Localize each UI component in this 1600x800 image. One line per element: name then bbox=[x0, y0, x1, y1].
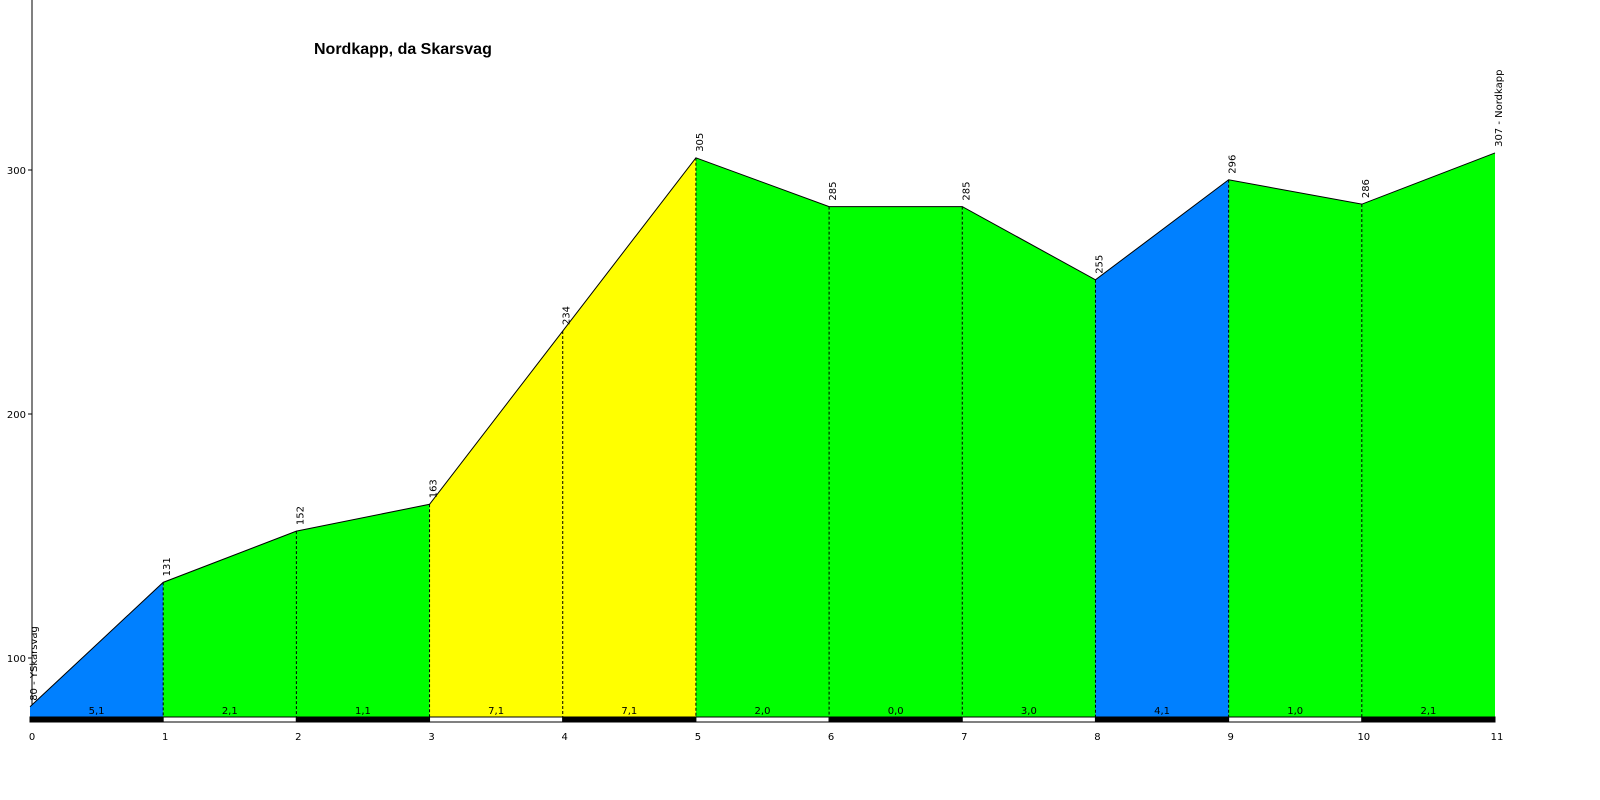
elevation-point-labels: 80 - YSkarsvag 131 152 163 234 305 285 285 255 29… bbox=[29, 70, 1505, 701]
y-axis-ticks: 100 200 300 bbox=[7, 166, 32, 665]
x-tick-label: 7 bbox=[961, 732, 967, 743]
distance-bar-segment bbox=[29, 716, 164, 723]
distance-bar-segment bbox=[1228, 716, 1363, 723]
x-tick-label: 6 bbox=[828, 732, 834, 743]
segment-gradient-label: 4,1 bbox=[1154, 706, 1170, 717]
x-tick-label: 3 bbox=[428, 732, 434, 743]
segment-gradient-label: 0,0 bbox=[888, 706, 904, 717]
elevation-point-label: 234 bbox=[562, 306, 573, 325]
segment-gradient-label: 7,1 bbox=[488, 706, 504, 717]
x-tick-label: 11 bbox=[1491, 732, 1504, 743]
elevation-point-label: 163 bbox=[429, 479, 440, 498]
distance-bar-segment bbox=[828, 716, 963, 723]
y-tick-label: 300 bbox=[7, 166, 26, 177]
segment-area bbox=[562, 157, 696, 718]
segment-gradient-label: 1,1 bbox=[355, 706, 371, 717]
elevation-point-label: 80 - YSkarsvag bbox=[29, 626, 40, 701]
segment-area bbox=[296, 504, 430, 717]
distance-bar-segment bbox=[1094, 716, 1230, 723]
elevation-point-label: 286 bbox=[1361, 179, 1372, 198]
elevation-point-label: 296 bbox=[1228, 155, 1239, 174]
profile-areas bbox=[30, 152, 1495, 718]
segment-gradient-label: 1,0 bbox=[1287, 706, 1303, 717]
segment-gradient-label: 7,1 bbox=[621, 706, 637, 717]
elevation-point-label: 285 bbox=[961, 182, 972, 201]
distance-bar-segment bbox=[562, 716, 697, 723]
distance-bar-segment bbox=[961, 716, 1096, 723]
distance-bar-segment bbox=[162, 716, 297, 723]
segment-area bbox=[1361, 152, 1495, 718]
segment-area bbox=[695, 157, 830, 718]
x-tick-label: 9 bbox=[1227, 732, 1233, 743]
distance-bar bbox=[29, 716, 1496, 723]
chart-title: Nordkapp, da Skarsvag bbox=[314, 41, 492, 58]
elevation-point-label: 285 bbox=[828, 182, 839, 201]
segment-gradient-label: 2,1 bbox=[222, 706, 238, 717]
distance-bar-segment bbox=[295, 716, 431, 723]
segment-area bbox=[962, 206, 1096, 717]
elevation-point-label: 305 bbox=[695, 133, 706, 152]
segment-area bbox=[30, 582, 164, 717]
segment-gradient-labels: 5,1 2,1 1,1 7,1 7,1 2,0 0,0 3,0 4,1 1,0 2,1 bbox=[89, 706, 1437, 717]
segment-area bbox=[829, 206, 963, 717]
segment-area bbox=[163, 531, 297, 717]
segment-area bbox=[1228, 179, 1362, 717]
segment-gradient-label: 5,1 bbox=[89, 706, 105, 717]
segment-gradient-label: 2,0 bbox=[755, 706, 771, 717]
profile-outline bbox=[29, 152, 1496, 708]
segment-area bbox=[1095, 179, 1229, 717]
segment-dividers bbox=[162, 157, 1363, 717]
elevation-point-label: 255 bbox=[1094, 255, 1105, 274]
elevation-point-label: 152 bbox=[295, 506, 306, 525]
x-tick-label: 5 bbox=[695, 732, 701, 743]
profile-line bbox=[29, 152, 1496, 708]
segment-gradient-label: 2,1 bbox=[1420, 706, 1436, 717]
distance-bar-segment bbox=[429, 716, 564, 723]
x-tick-label: 1 bbox=[162, 732, 168, 743]
y-tick-label: 100 bbox=[7, 654, 26, 665]
y-tick-label: 200 bbox=[7, 410, 26, 421]
elevation-point-label: 131 bbox=[162, 557, 173, 576]
x-tick-label: 10 bbox=[1357, 732, 1370, 743]
segment-area bbox=[429, 331, 563, 717]
segment-gradient-label: 3,0 bbox=[1021, 706, 1037, 717]
x-tick-label: 4 bbox=[562, 732, 568, 743]
distance-bar-segment bbox=[695, 716, 830, 723]
x-tick-label: 0 bbox=[29, 732, 35, 743]
elevation-point-label: 307 - Nordkapp bbox=[1494, 70, 1505, 147]
x-tick-label: 2 bbox=[295, 732, 301, 743]
distance-bar-segment bbox=[1361, 716, 1496, 723]
x-tick-label: 8 bbox=[1094, 732, 1100, 743]
x-axis-ticks: 0 1 2 3 4 5 6 7 8 9 10 11 bbox=[29, 732, 1504, 743]
